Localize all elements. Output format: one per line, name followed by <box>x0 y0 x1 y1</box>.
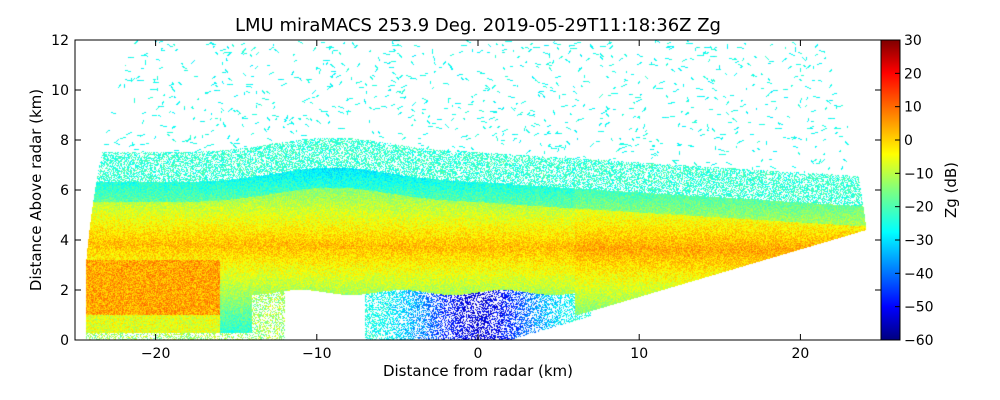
y-tick-label: 6 <box>60 183 69 199</box>
x-axis: −20 −10 0 10 20 <box>141 40 809 362</box>
colorbar-ticks: 30 20 10 0 −10 −20 −30 −40 −50 −60 <box>895 33 934 349</box>
colorbar-tick-label: 30 <box>904 33 922 49</box>
colorbar-gradient <box>880 39 901 341</box>
x-tick-label: −20 <box>141 346 171 362</box>
y-tick-label: 4 <box>60 233 69 249</box>
x-tick-label: 20 <box>791 346 809 362</box>
y-axis: 0 2 4 6 8 10 12 <box>51 33 881 349</box>
colorbar-tick-label: 10 <box>904 100 922 116</box>
colorbar-tick-label: −20 <box>904 200 934 216</box>
colorbar-tick-label: 0 <box>904 133 913 149</box>
colorbar-tick-label: −50 <box>904 300 934 316</box>
chart-title: LMU miraMACS 253.9 Deg. 2019-05-29T11:18… <box>235 15 721 36</box>
colorbar-tick-label: −60 <box>904 333 934 349</box>
x-tick-label: 0 <box>474 346 483 362</box>
x-tick-label: −10 <box>302 346 332 362</box>
y-tick-label: 10 <box>51 83 69 99</box>
plot-area: −20 −10 0 10 20 0 2 4 6 8 10 12 <box>51 33 882 362</box>
colorbar-tick-label: 20 <box>904 66 922 82</box>
colorbar-label: Zg (dB) <box>942 162 960 218</box>
colorbar-tick-label: −40 <box>904 266 934 282</box>
colorbar-tick-label: −10 <box>904 166 934 182</box>
colorbar: 30 20 10 0 −10 −20 −30 −40 −50 −60 Zg (dB) <box>880 33 960 349</box>
y-tick-label: 2 <box>60 283 69 299</box>
y-tick-label: 12 <box>51 33 69 49</box>
x-axis-label: Distance from radar (km) <box>383 362 573 380</box>
y-tick-label: 0 <box>60 333 69 349</box>
x-tick-label: 10 <box>630 346 648 362</box>
y-axis-label: Distance Above radar (km) <box>27 89 45 291</box>
colorbar-tick-label: −30 <box>904 233 934 249</box>
y-tick-label: 8 <box>60 133 69 149</box>
